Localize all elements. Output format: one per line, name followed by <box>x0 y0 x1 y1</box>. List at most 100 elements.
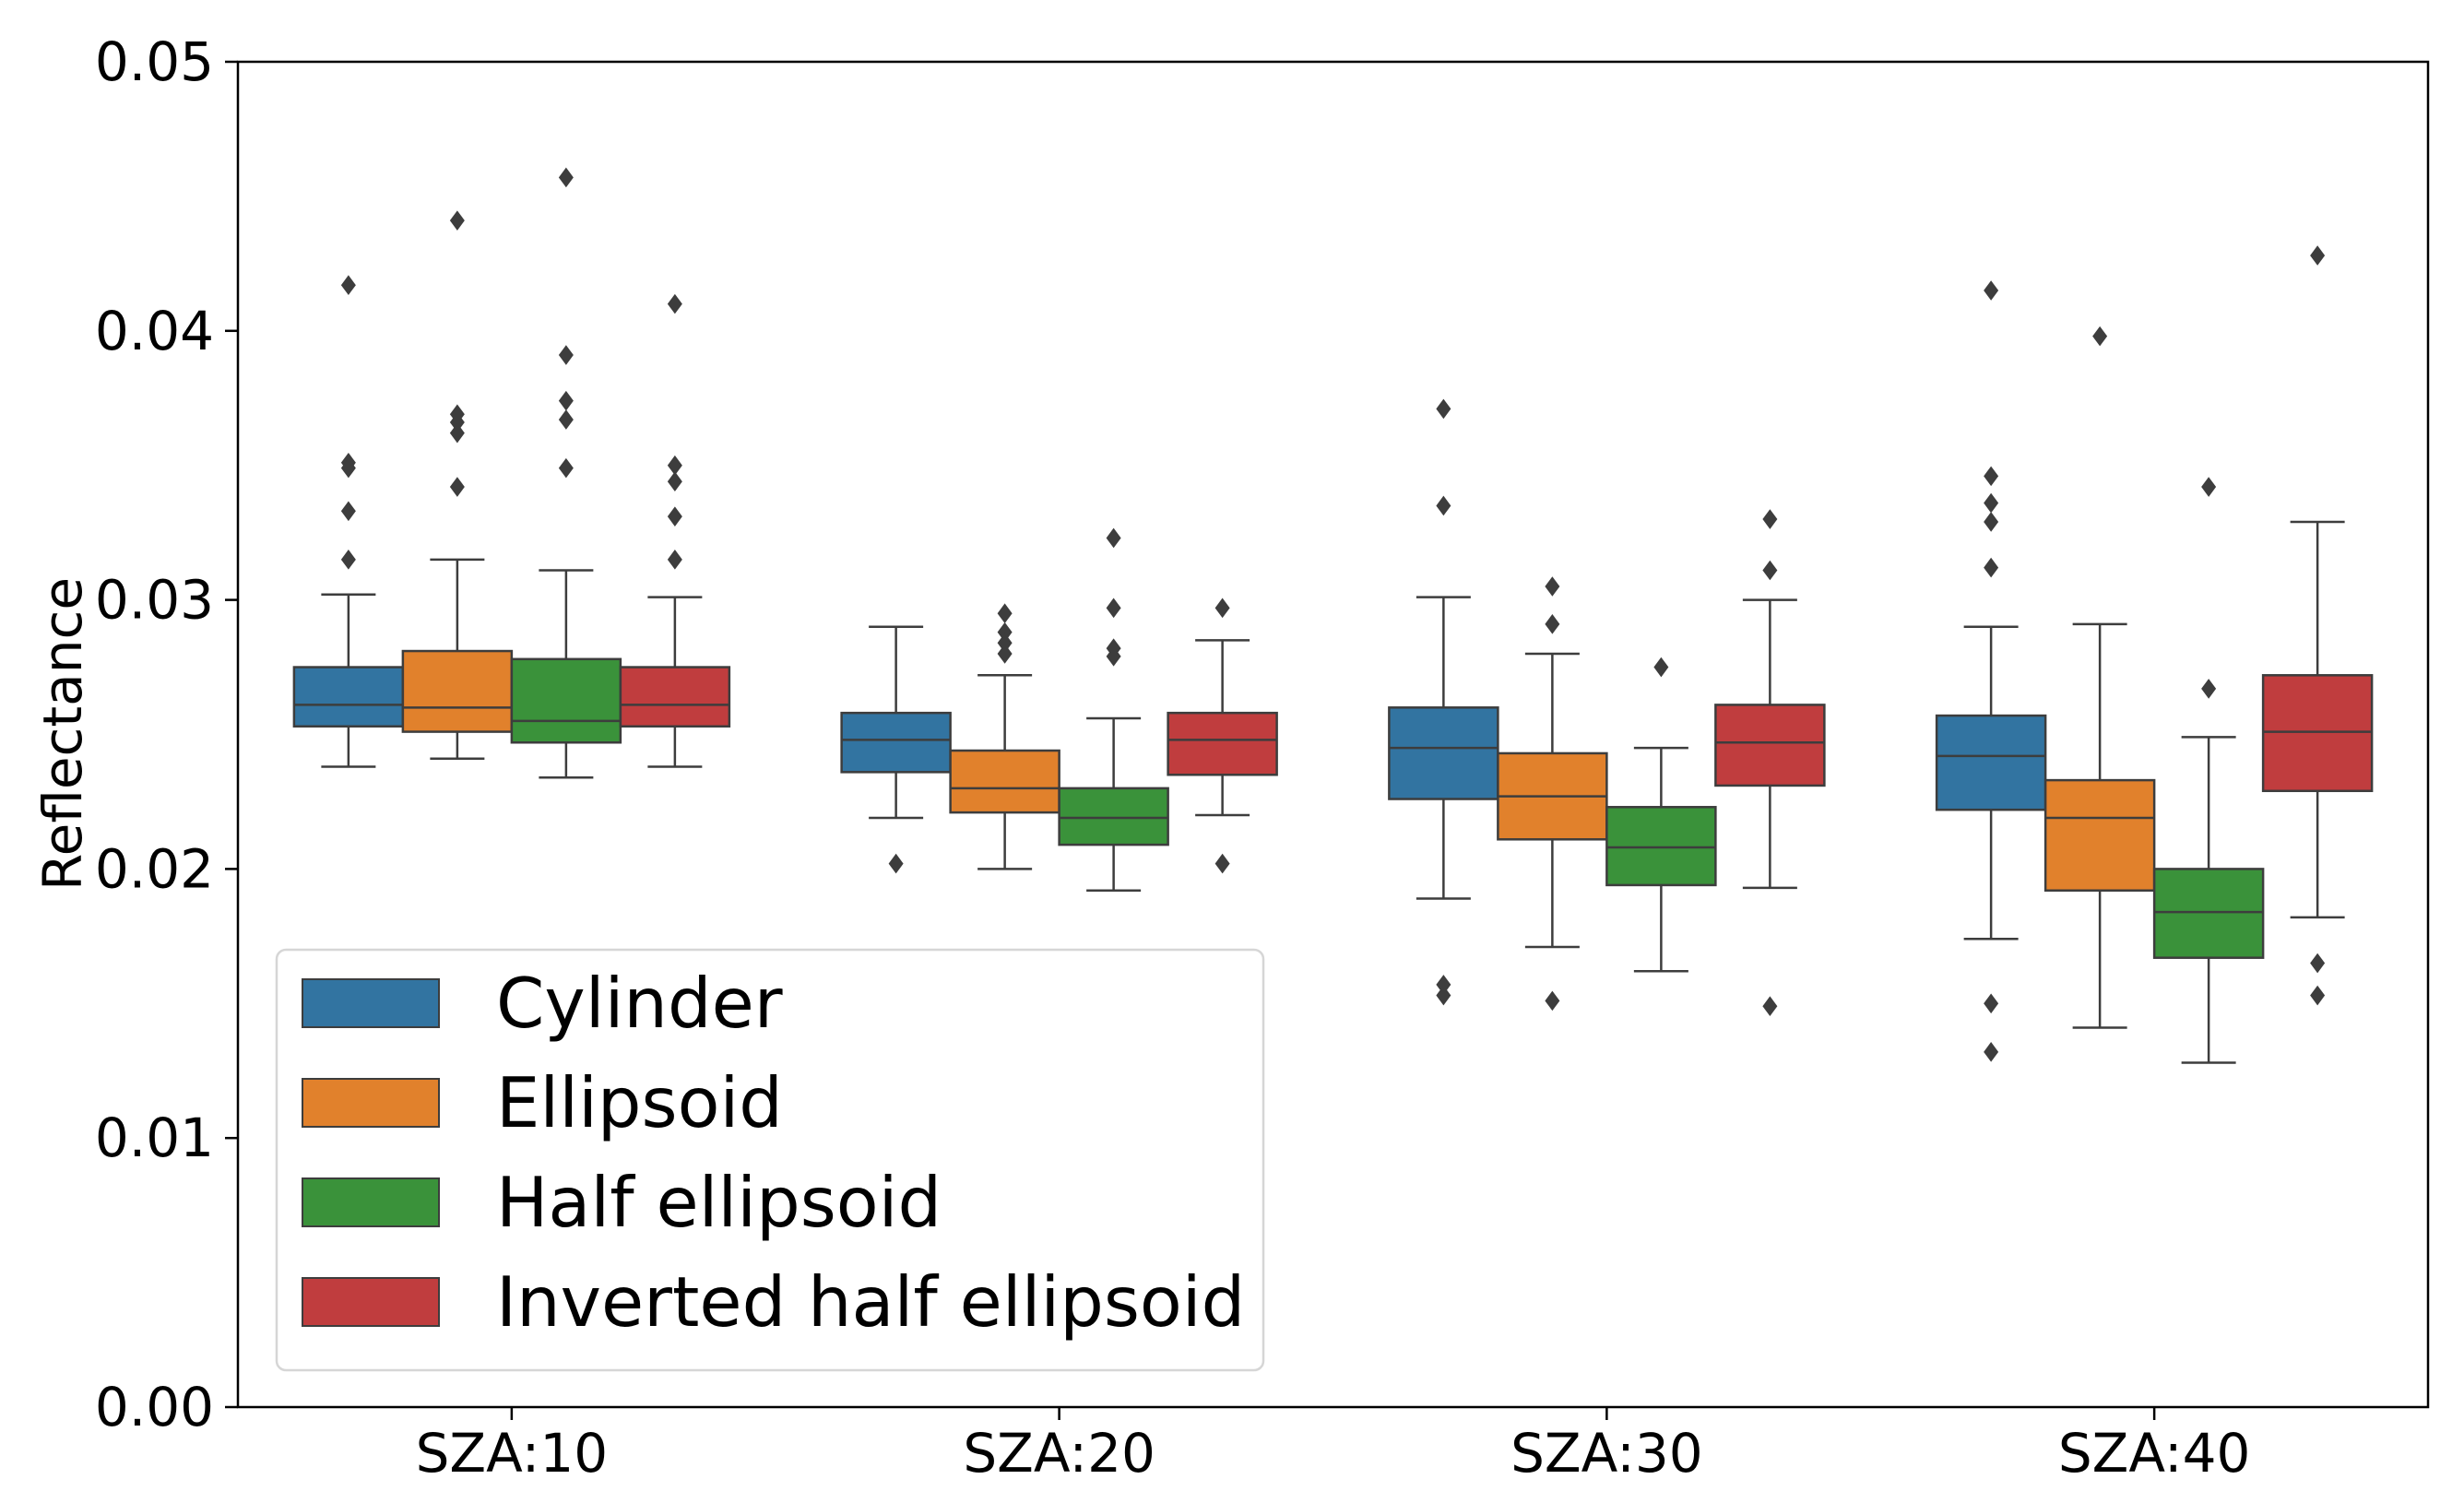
box-half-ellipsoid-sza30 <box>1605 657 1717 973</box>
outlier-point <box>667 455 682 476</box>
outlier-point <box>1984 557 1999 578</box>
outlier-point <box>449 210 465 231</box>
legend-label: Half ellipsoid <box>496 1162 942 1243</box>
outlier-point <box>449 422 465 444</box>
x-axis: SZA:10 SZA:20 SZA:30 SZA:40 <box>416 1407 2251 1485</box>
y-axis-label: Reflectance <box>31 577 94 891</box>
box-body <box>401 649 514 733</box>
box-body <box>2261 674 2374 793</box>
outlier-point <box>558 167 574 188</box>
box-body <box>2043 778 2156 892</box>
legend-swatch <box>302 1078 440 1128</box>
y-tick-label: 0.02 <box>95 837 214 900</box>
y-tick-label: 0.03 <box>95 569 214 632</box>
outlier-point <box>2310 953 2326 974</box>
outlier-point <box>997 621 1013 643</box>
legend: Cylinder Ellipsoid Half ellipsoid Inverted … <box>275 948 1265 1372</box>
box-body <box>1935 714 2047 811</box>
box-body <box>840 711 952 774</box>
box-body <box>1714 704 1826 787</box>
legend-label: Cylinder <box>496 963 783 1044</box>
box-cylinder-sza40 <box>1935 280 2047 1062</box>
box-body <box>1058 787 1169 846</box>
plot-area <box>292 167 2374 1064</box>
box-cylinder-sza30 <box>1388 398 1499 1006</box>
outlier-point <box>1545 576 1560 597</box>
outlier-point <box>1984 280 1999 301</box>
x-tick-label: SZA:40 <box>2058 1422 2251 1485</box>
box-inverted-half-ellipsoid-sza40 <box>2261 245 2374 1006</box>
box-inverted-half-ellipsoid-sza10 <box>619 293 731 768</box>
box-body <box>1167 711 1278 776</box>
outlier-point <box>340 501 356 522</box>
outlier-point <box>1106 598 1121 619</box>
outlier-point <box>1762 996 1778 1017</box>
box-body <box>510 657 622 744</box>
box-ellipsoid-sza20 <box>949 603 1060 870</box>
legend-label: Ellipsoid <box>496 1062 783 1143</box>
outlier-point <box>997 633 1013 654</box>
outlier-point <box>558 345 574 365</box>
box-half-ellipsoid-sza20 <box>1058 527 1169 892</box>
outlier-point <box>1762 560 1778 581</box>
box-half-ellipsoid-sza10 <box>510 167 622 779</box>
box-cylinder-sza10 <box>292 275 405 768</box>
outlier-point <box>1984 492 1999 514</box>
outlier-point <box>1214 853 1230 874</box>
box-cylinder-sza20 <box>840 625 952 874</box>
outlier-point <box>558 390 574 411</box>
outlier-point <box>2201 477 2217 497</box>
x-tick-label: SZA:20 <box>963 1422 1155 1485</box>
outlier-point <box>340 275 356 295</box>
plot-frame <box>236 60 2430 1409</box>
box-ellipsoid-sza30 <box>1497 576 1608 1012</box>
outlier-point <box>667 293 682 314</box>
outlier-point <box>667 506 682 527</box>
outlier-point <box>449 412 465 432</box>
outlier-point <box>667 550 682 570</box>
x-tick-label: SZA:10 <box>416 1422 609 1485</box>
y-tick-label: 0.01 <box>95 1106 214 1169</box>
outlier-point <box>888 853 904 874</box>
outlier-point <box>1436 495 1451 516</box>
outlier-point <box>667 471 682 492</box>
box-inverted-half-ellipsoid-sza20 <box>1167 598 1278 874</box>
outlier-point <box>997 603 1013 623</box>
outlier-point <box>1984 466 1999 487</box>
outlier-point <box>1436 975 1451 995</box>
y-tick-label: 0.00 <box>95 1376 214 1438</box>
legend-label: Inverted half ellipsoid <box>496 1261 1245 1343</box>
outlier-point <box>997 644 1013 664</box>
box-body <box>2152 868 2265 959</box>
outlier-point <box>2201 679 2217 699</box>
box-body <box>619 666 731 728</box>
box-inverted-half-ellipsoid-sza30 <box>1714 509 1826 1017</box>
y-tick-label: 0.04 <box>95 300 214 362</box>
outlier-point <box>1436 398 1451 420</box>
box-body <box>1605 806 1717 887</box>
outlier-point <box>1214 598 1230 619</box>
outlier-point <box>558 409 574 430</box>
x-tick-label: SZA:30 <box>1510 1422 1703 1485</box>
box-body <box>949 749 1060 814</box>
legend-swatch <box>302 978 440 1028</box>
outlier-point <box>340 550 356 570</box>
outlier-point <box>1106 527 1121 549</box>
outlier-point <box>1106 646 1121 667</box>
outlier-point <box>1762 509 1778 529</box>
box-ellipsoid-sza40 <box>2043 325 2156 1029</box>
y-tick-label: 0.05 <box>95 30 214 93</box>
box-body <box>1388 706 1499 800</box>
outlier-point <box>1653 657 1669 678</box>
legend-frame <box>275 948 1265 1372</box>
outlier-point <box>449 477 465 497</box>
box-ellipsoid-sza10 <box>401 210 514 761</box>
outlier-point <box>2310 985 2326 1006</box>
outlier-point <box>2092 325 2108 347</box>
outlier-point <box>1545 614 1560 634</box>
outlier-point <box>1436 985 1451 1006</box>
outlier-point <box>558 457 574 479</box>
legend-swatch <box>302 1277 440 1327</box>
outlier-point <box>1984 512 1999 532</box>
